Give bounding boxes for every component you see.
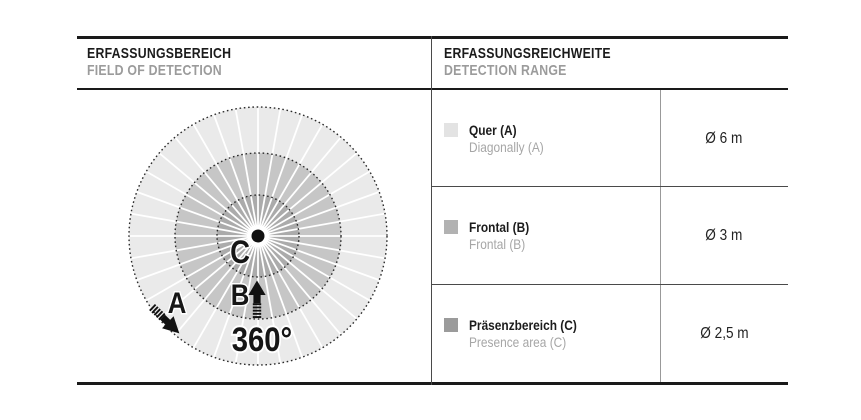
outer-zone-border — [128, 106, 388, 366]
row-value-cell: Ø 3 m — [660, 187, 788, 284]
row-value: Ø 6 m — [705, 129, 743, 147]
arrow-b-icon — [248, 280, 266, 318]
legend-swatch-b — [444, 219, 458, 234]
right-subtitle: DETECTION RANGE — [444, 62, 567, 79]
right-title: ERFASSUNGSREICHWEITE — [444, 45, 611, 62]
row-sublabel: Presence area (C) — [469, 333, 567, 350]
zone-label-b: B — [231, 278, 250, 311]
header-underline-rule — [77, 88, 788, 90]
left-subtitle: FIELD OF DETECTION — [87, 62, 222, 79]
row-label-block: Frontal (B) Frontal (B) — [469, 219, 540, 253]
row-value-cell: Ø 6 m — [660, 90, 788, 187]
left-title: ERFASSUNGSBEREICH — [87, 45, 232, 62]
detection-field-diagram: C B A 360° — [128, 106, 388, 366]
row-sublabel: Diagonally (A) — [469, 138, 544, 155]
inner-zone-border — [216, 194, 300, 278]
sector-spokes — [129, 107, 387, 365]
table-row: Präsenzbereich (C) Presence area (C) — [431, 285, 660, 382]
legend-swatch-a — [444, 122, 458, 137]
row-label-block: Quer (A) Diagonally (A) — [469, 122, 557, 156]
row-label-block: Präsenzbereich (C) Presence area (C) — [469, 317, 596, 351]
left-section-header: ERFASSUNGSBEREICH FIELD OF DETECTION — [87, 45, 263, 79]
middle-zone-border — [174, 152, 342, 320]
right-section-header: ERFASSUNGSREICHWEITE DETECTION RANGE — [444, 45, 648, 79]
row-separator-1 — [431, 186, 788, 187]
row-label: Präsenzbereich (C) — [469, 316, 577, 333]
zone-label-a: A — [168, 286, 187, 319]
zone-label-c: C — [230, 235, 250, 270]
column-divider — [431, 36, 432, 385]
value-column-divider — [660, 90, 661, 382]
row-value: Ø 3 m — [705, 226, 743, 244]
table-row: Frontal (B) Frontal (B) — [431, 187, 660, 284]
rotation-angle-label: 360° — [232, 320, 292, 359]
arrow-a-icon — [149, 303, 180, 334]
row-value: Ø 2,5 m — [699, 324, 749, 342]
row-value-cell: Ø 2,5 m — [660, 285, 788, 382]
row-label: Quer (A) — [469, 121, 517, 138]
row-separator-2 — [431, 284, 788, 285]
row-label: Frontal (B) — [469, 218, 530, 235]
legend-swatch-c — [444, 317, 458, 332]
sensor-dot — [251, 229, 265, 243]
bottom-rule — [77, 382, 788, 385]
table-row: Quer (A) Diagonally (A) — [431, 90, 660, 187]
row-sublabel: Frontal (B) — [469, 235, 526, 252]
top-rule — [77, 36, 788, 39]
